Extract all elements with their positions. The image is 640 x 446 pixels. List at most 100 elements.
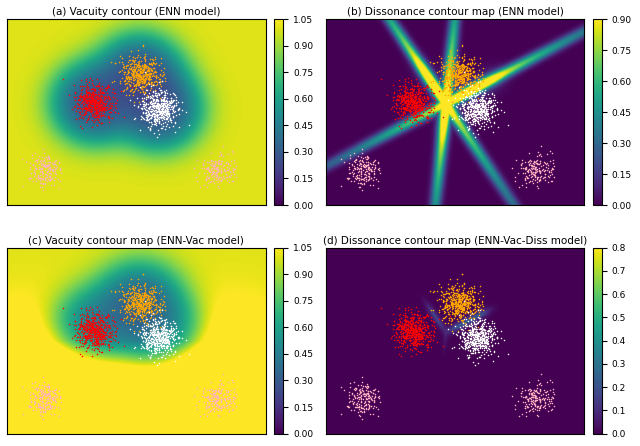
Point — [125, 76, 135, 83]
Point — [207, 396, 218, 403]
Point — [148, 336, 159, 343]
Point — [90, 93, 100, 100]
Point — [147, 295, 157, 302]
Point — [225, 169, 236, 176]
Point — [396, 336, 406, 343]
Point — [446, 299, 456, 306]
Point — [143, 63, 154, 70]
Point — [442, 73, 452, 80]
Point — [98, 333, 108, 340]
Point — [140, 78, 150, 85]
Point — [417, 112, 427, 119]
Point — [87, 86, 97, 93]
Point — [103, 112, 113, 119]
Point — [89, 327, 99, 334]
Point — [135, 305, 145, 312]
Point — [408, 328, 419, 335]
Point — [86, 106, 96, 113]
Point — [472, 85, 483, 92]
Point — [83, 102, 93, 109]
Point — [456, 84, 467, 91]
Point — [42, 173, 52, 181]
Point — [229, 385, 239, 392]
Point — [145, 336, 155, 343]
Point — [465, 66, 475, 73]
Point — [77, 111, 88, 118]
Point — [93, 102, 103, 109]
Point — [150, 327, 160, 334]
Point — [437, 64, 447, 71]
Point — [26, 169, 36, 177]
Point — [141, 113, 152, 120]
Point — [444, 301, 454, 309]
Point — [84, 326, 95, 333]
Point — [92, 323, 102, 330]
Point — [133, 58, 143, 65]
Point — [471, 112, 481, 119]
Point — [538, 165, 548, 173]
Point — [76, 322, 86, 330]
Point — [406, 101, 416, 108]
Point — [148, 339, 158, 346]
Point — [134, 78, 144, 86]
Point — [458, 62, 468, 69]
Point — [451, 47, 461, 54]
Point — [469, 316, 479, 323]
Point — [465, 100, 476, 107]
Point — [132, 308, 142, 315]
Point — [451, 299, 461, 306]
Point — [74, 92, 84, 99]
Point — [104, 343, 114, 351]
Point — [474, 283, 484, 290]
Point — [520, 176, 530, 183]
Point — [141, 116, 151, 123]
Point — [127, 299, 138, 306]
Point — [155, 299, 165, 306]
Point — [154, 91, 164, 99]
Point — [415, 99, 426, 106]
Point — [158, 348, 168, 355]
Point — [457, 294, 467, 301]
Point — [458, 344, 468, 351]
Point — [129, 64, 140, 71]
Point — [135, 76, 145, 83]
Point — [146, 307, 156, 314]
Point — [204, 166, 214, 173]
Point — [525, 165, 536, 172]
Point — [445, 65, 455, 72]
Point — [156, 125, 166, 132]
Point — [521, 164, 531, 171]
Point — [411, 350, 421, 357]
Point — [527, 390, 537, 397]
Point — [360, 400, 371, 407]
Point — [84, 322, 95, 329]
Point — [403, 318, 413, 325]
Point — [453, 66, 463, 74]
Point — [369, 394, 379, 401]
Point — [132, 300, 142, 307]
Point — [477, 110, 488, 117]
Point — [93, 342, 103, 349]
Point — [462, 308, 472, 315]
Point — [403, 97, 413, 104]
Point — [401, 105, 411, 112]
Point — [457, 301, 467, 308]
Point — [31, 158, 42, 165]
Point — [349, 163, 359, 170]
Point — [527, 394, 538, 401]
Point — [417, 103, 428, 110]
Point — [460, 108, 470, 116]
Point — [530, 393, 540, 400]
Point — [150, 341, 160, 348]
Point — [396, 321, 406, 328]
Point — [137, 298, 147, 305]
Point — [484, 96, 494, 103]
Point — [409, 322, 419, 329]
Point — [415, 320, 425, 327]
Point — [486, 332, 497, 339]
Point — [129, 77, 139, 84]
Point — [148, 293, 159, 300]
Point — [88, 104, 99, 112]
Point — [453, 298, 463, 305]
Point — [127, 300, 137, 307]
